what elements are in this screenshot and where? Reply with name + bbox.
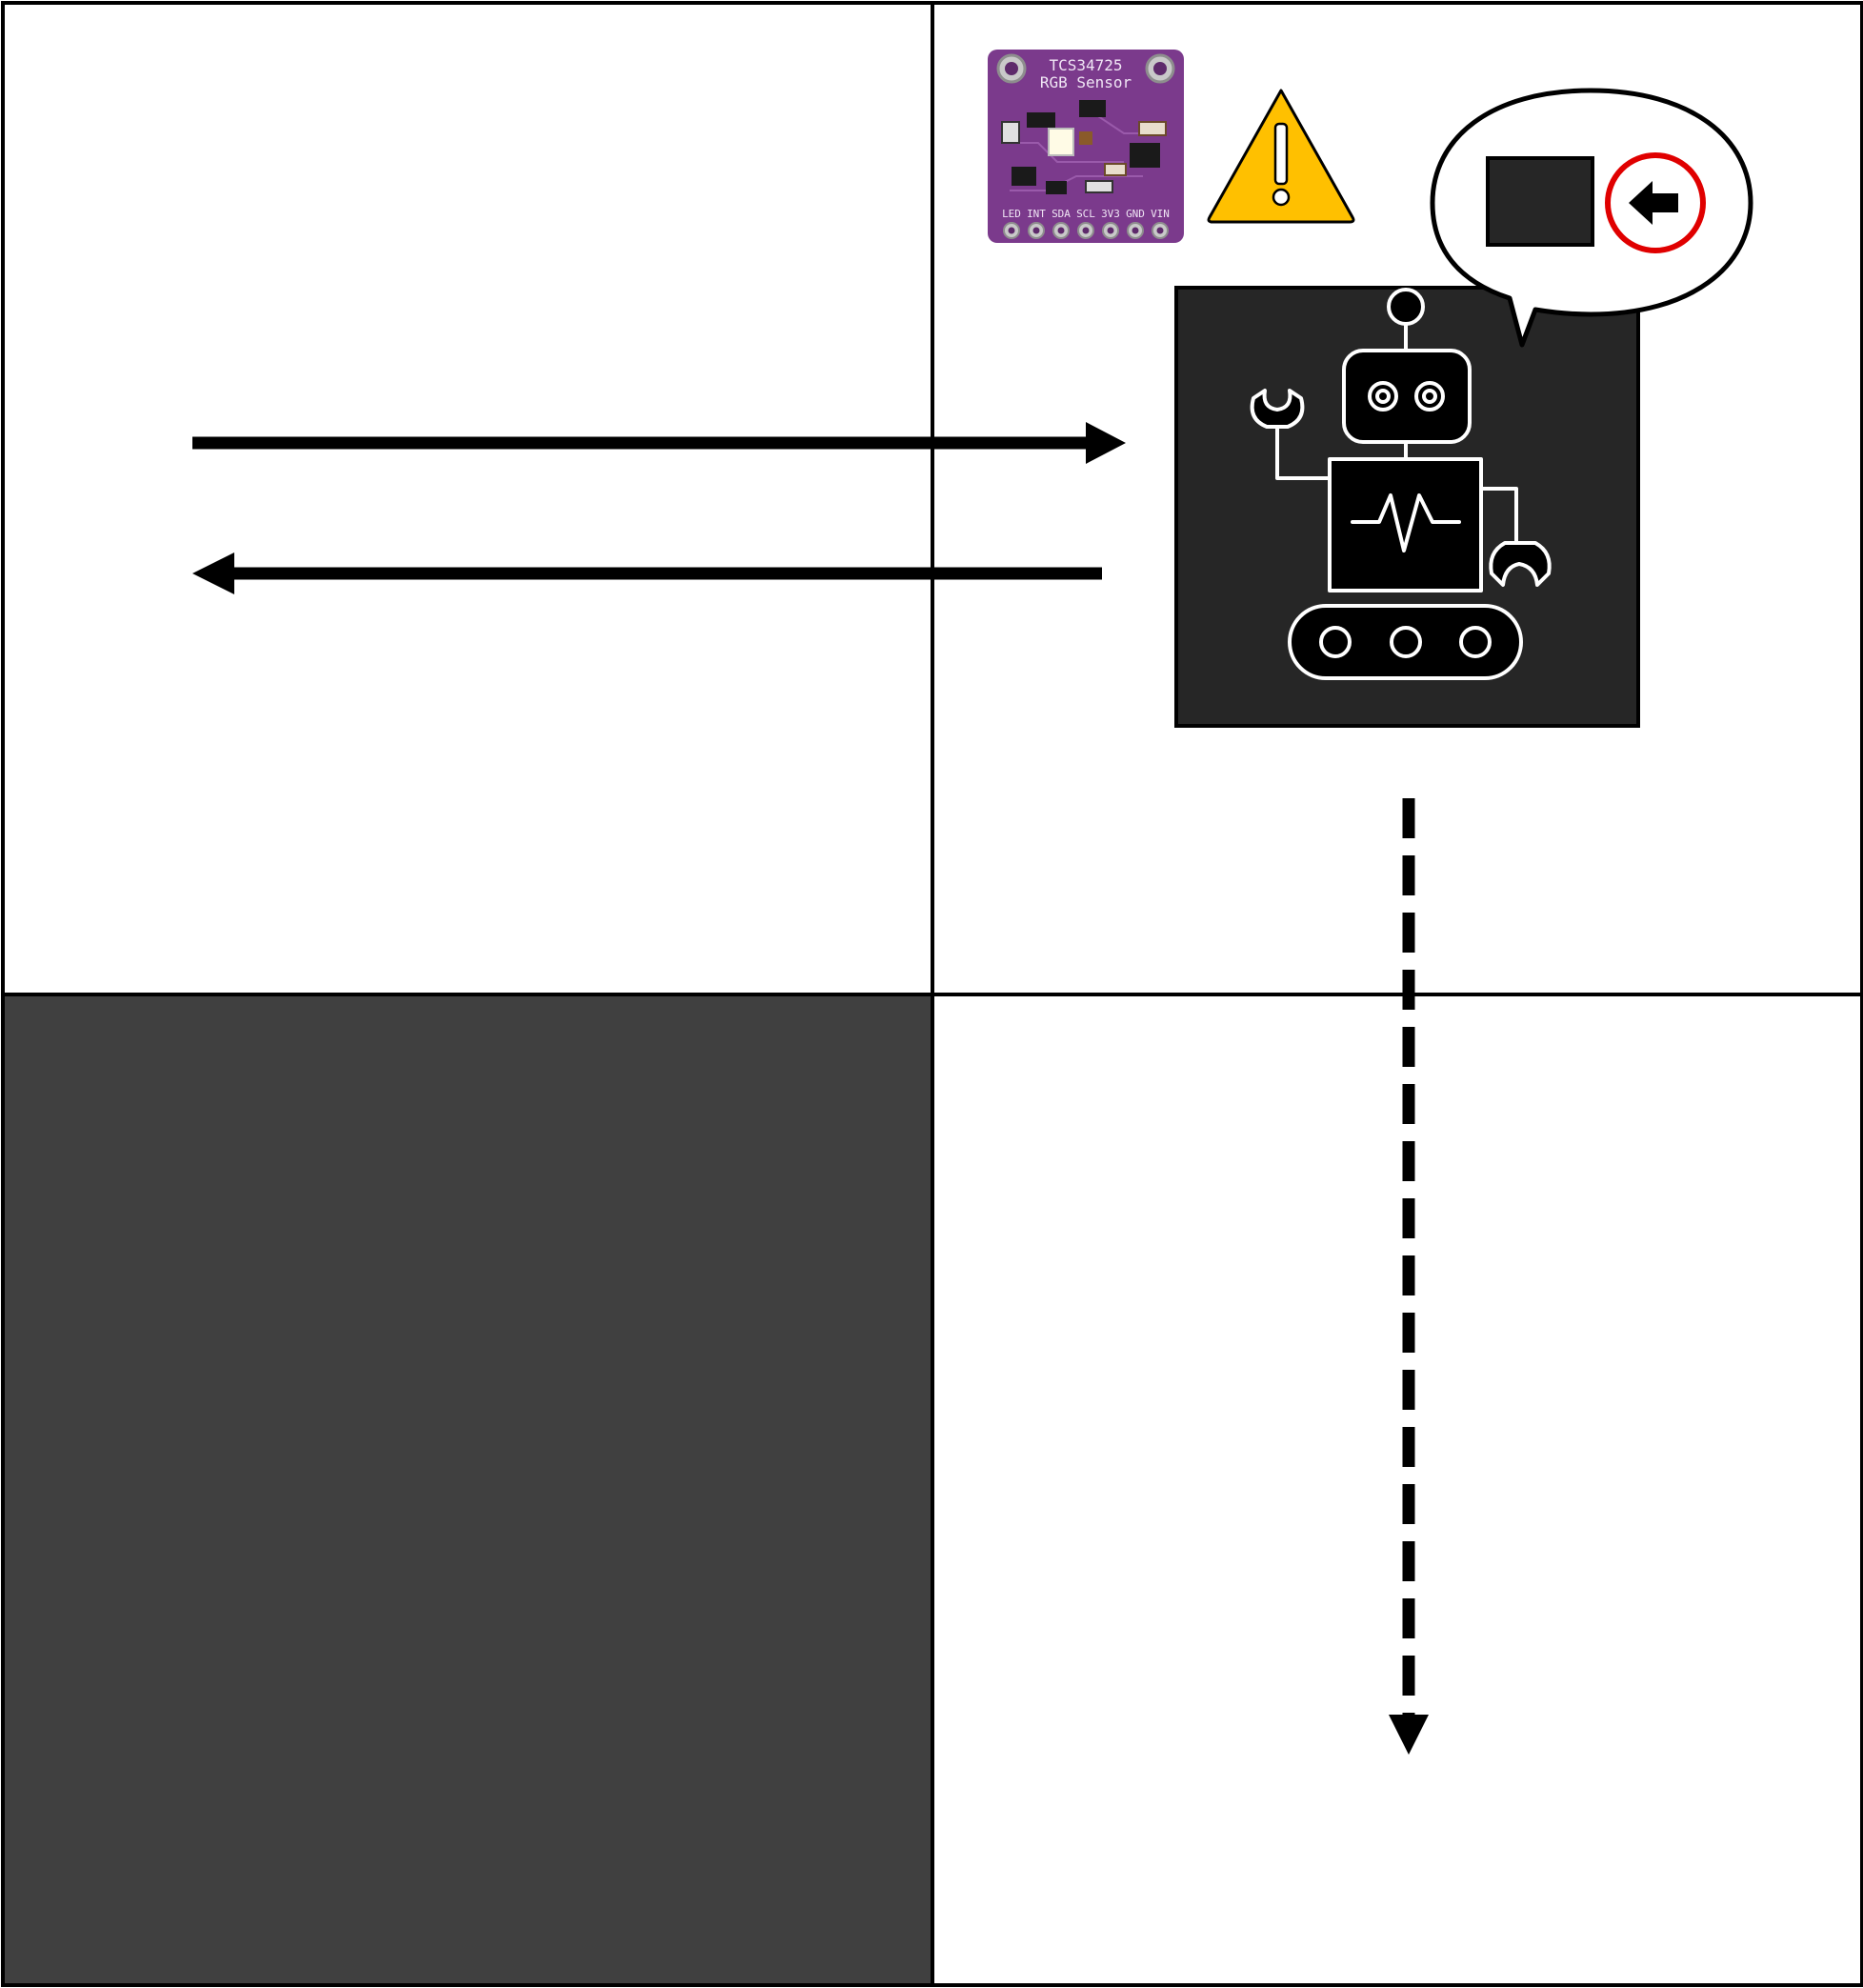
sensor-pin-hole: [1107, 227, 1114, 234]
sensor-pin-label: LED: [1002, 208, 1021, 220]
arrow-to-robot: [192, 422, 1126, 464]
sensor-pin-label: SCL: [1076, 208, 1095, 220]
sensor-pin-hole: [1156, 227, 1164, 234]
sensor-title-line2: RGB Sensor: [1040, 73, 1132, 91]
sensor-pin-label: SDA: [1052, 208, 1071, 220]
arrow-move-down: [1389, 798, 1429, 1755]
color-swatch: [1486, 156, 1594, 247]
sensor-pin-hole: [1082, 227, 1090, 234]
sensor-pin-hole: [1057, 227, 1065, 234]
sensor-pin-label: 3V3: [1101, 208, 1120, 220]
turn-left-icon: [1605, 152, 1706, 253]
sensor-pin-label: INT: [1027, 208, 1046, 220]
sensor-pin-hole: [1132, 227, 1139, 234]
sensor-pin-hole: [1008, 227, 1015, 234]
rgb-sensor-board-icon: TCS34725 RGB Sensor LED INT SDA SCL 3V3 GND VI…: [988, 50, 1184, 243]
sensor-pin-label: GND: [1126, 208, 1145, 220]
robot-icon: [1174, 286, 1640, 728]
cell-bottom-left: [1, 993, 934, 1987]
cell-top-left: [1, 1, 934, 996]
cell-bottom-right: [931, 993, 1863, 1987]
speech-bubble: [1430, 88, 1753, 348]
warning-triangle-icon: [1207, 89, 1355, 224]
sensor-pin-hole: [1032, 227, 1040, 234]
sensor-pin-label: VIN: [1151, 208, 1170, 220]
sensor-title-line1: TCS34725: [1049, 56, 1122, 74]
arrow-from-robot: [192, 552, 1102, 594]
sensor-pin-labels: LED INT SDA SCL 3V3 GND VIN: [1002, 208, 1170, 239]
